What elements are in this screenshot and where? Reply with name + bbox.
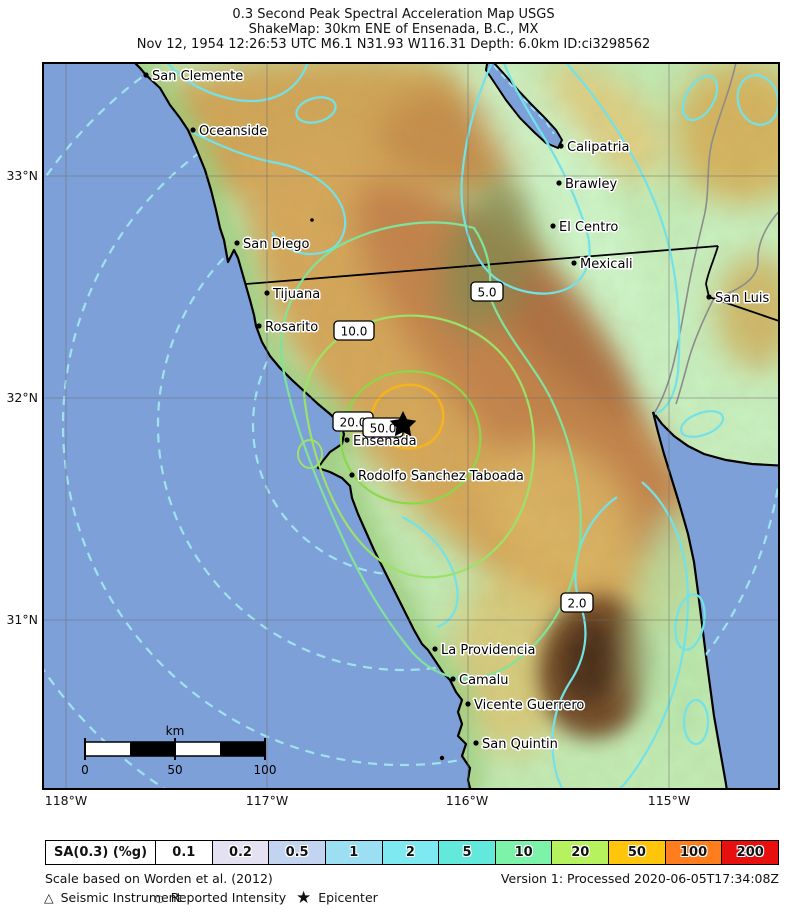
city-dot-calipatria <box>558 143 564 149</box>
lon-tick-118w: 118°W <box>44 793 88 808</box>
shakemap-svg: San Clemente Oceanside San Diego Tijuana… <box>42 62 780 790</box>
seismic-instrument-label: Seismic Instrument <box>60 890 182 905</box>
city-label-el-centro: El Centro <box>559 220 618 235</box>
legend-bin-10: 200 <box>722 841 779 864</box>
legend-epicenter: ★ Epicenter <box>296 888 378 908</box>
scale-bar-50: 50 <box>167 763 182 777</box>
city-label-san-luis: San Luis <box>715 291 769 306</box>
contour-10 <box>302 314 536 579</box>
scale-bar-0: 0 <box>81 763 89 777</box>
svg-text:20.0: 20.0 <box>340 416 367 430</box>
colorado-river <box>654 62 780 413</box>
legend-bin-6: 10 <box>495 841 553 864</box>
legend-title: SA(0.3) (%g) <box>46 841 156 864</box>
contour-label-2: 2.0 <box>560 592 594 613</box>
legend-bin-4: 2 <box>382 841 440 864</box>
legend-seismic-instrument: △ Seismic Instrument <box>44 890 182 905</box>
reported-intensity-label: Reported Intensity <box>170 890 287 905</box>
map-frame <box>42 62 780 790</box>
scale-note: Scale based on Worden et al. (2012) <box>45 871 273 886</box>
graticule <box>42 62 780 790</box>
circle-icon: ○ <box>155 894 164 905</box>
city-dot-el-centro <box>550 223 556 229</box>
city-dot-san-luis <box>706 294 712 300</box>
island-dot <box>439 755 445 761</box>
city-label-mexicali: Mexicali <box>580 257 633 272</box>
star-icon: ★ <box>296 888 312 908</box>
map-subtitle: ShakeMap: 30km ENE of Ensenada, B.C., MX <box>248 22 539 37</box>
city-label-san-quintin: San Quintin <box>482 737 558 752</box>
scale-bar: km 0 50 100 <box>81 724 276 777</box>
legend-bin-9: 100 <box>665 841 723 864</box>
map-title: 0.3 Second Peak Spectral Acceleration Ma… <box>232 7 555 22</box>
epicenter-star <box>389 411 417 437</box>
city-dot-tijuana <box>264 290 270 296</box>
scale-bar-unit: km <box>166 724 185 738</box>
svg-text:5.0: 5.0 <box>477 286 496 300</box>
contour-20 <box>339 370 482 505</box>
salton-sea-dashed-contour <box>493 65 555 135</box>
contour-label-5: 5.0 <box>470 281 504 302</box>
contour-label-10: 10.0 <box>333 320 375 341</box>
event-info: Nov 12, 1954 12:26:53 UTC M6.1 N31.93 W1… <box>136 37 651 52</box>
lat-tick-32n: 32°N <box>6 390 38 405</box>
lat-tick-33n: 33°N <box>6 168 38 183</box>
contours-cyan <box>165 62 780 790</box>
city-dot-ensenada <box>344 437 350 443</box>
city-dot-mexicali <box>571 260 577 266</box>
city-dot-san-diego <box>234 240 240 246</box>
city-label-san-clemente: San Clemente <box>152 69 243 84</box>
legend-bin-7: 20 <box>552 841 610 864</box>
intensity-legend: SA(0.3) (%g) 0.1 0.2 0.5 1 2 5 10 20 50 … <box>45 840 779 865</box>
svg-text:2.0: 2.0 <box>567 597 586 611</box>
contour-10-coastal <box>297 439 323 469</box>
map-canvas: San Clemente Oceanside San Diego Tijuana… <box>42 62 780 790</box>
legend-bin-5: 5 <box>439 841 496 864</box>
city-dot-camalu <box>450 676 456 682</box>
city-label-camalu: Camalu <box>459 673 509 688</box>
legend-bin-0: 0.1 <box>156 841 213 864</box>
city-label-tijuana: Tijuana <box>272 287 320 302</box>
legend-bin-1: 0.2 <box>212 841 270 864</box>
scale-bar-100: 100 <box>254 763 277 777</box>
city-label-oceanside: Oceanside <box>199 124 267 139</box>
epicenter-label: Epicenter <box>318 890 378 905</box>
city-label-rodolfo-sanchez-taboada: Rodolfo Sanchez Taboada <box>358 469 524 484</box>
triangle-icon: △ <box>44 890 54 905</box>
version-note: Version 1: Processed 2020-06-05T17:34:08… <box>500 871 779 886</box>
lon-tick-115w: 115°W <box>647 793 691 808</box>
city-dot-oceanside <box>190 127 196 133</box>
city-dot-vicente-guerrero <box>465 701 471 707</box>
lon-tick-117w: 117°W <box>245 793 289 808</box>
legend-bin-8: 50 <box>609 841 666 864</box>
city-label-vicente-guerrero: Vicente Guerrero <box>474 698 584 713</box>
svg-text:50.0: 50.0 <box>370 422 397 436</box>
city-label-brawley: Brawley <box>565 177 617 192</box>
city-label-san-diego: San Diego <box>243 237 309 252</box>
legend-bin-2: 0.5 <box>269 841 326 864</box>
lon-tick-116w: 116°W <box>445 793 489 808</box>
city-dot-san-quintin <box>473 740 479 746</box>
city-markers: San Clemente Oceanside San Diego Tijuana… <box>143 68 771 754</box>
city-dot-rodolfo-sanchez-taboada <box>349 472 355 478</box>
contour-5 <box>280 221 582 680</box>
svg-text:10.0: 10.0 <box>341 325 368 339</box>
city-dot-rosarito <box>256 323 262 329</box>
city-dot-brawley <box>556 180 562 186</box>
legend-reported-intensity: ○ Reported Intensity <box>155 890 286 905</box>
city-dot-la-providencia <box>432 646 438 652</box>
city-label-ensenada: Ensenada <box>353 434 417 449</box>
legend-bin-3: 1 <box>325 841 383 864</box>
city-label-calipatria: Calipatria <box>567 140 630 155</box>
lat-tick-31n: 31°N <box>6 612 38 627</box>
city-label-rosarito: Rosarito <box>265 320 318 335</box>
city-dot-san-clemente <box>143 72 149 78</box>
city-label-la-providencia: La Providencia <box>441 643 536 658</box>
island-dot-2 <box>310 218 314 222</box>
